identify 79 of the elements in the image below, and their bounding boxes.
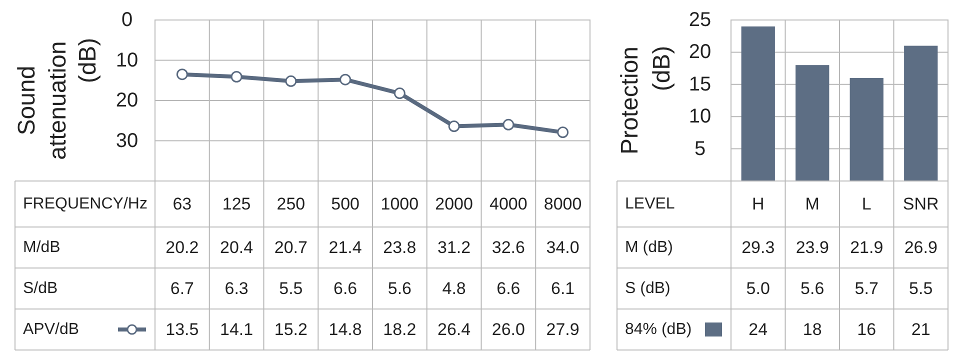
- y-axis-title: Protection (dB): [616, 46, 676, 155]
- text: 31.2: [438, 238, 471, 257]
- text: 6.1: [550, 279, 575, 298]
- text: S (dB): [625, 280, 670, 297]
- data-label: 13.5: [166, 320, 199, 339]
- y-axis-title: Sound attenuation (dB): [14, 38, 102, 160]
- data-label: 18.2: [383, 320, 416, 339]
- data-label: 26.4: [438, 320, 471, 339]
- data-label: 15.2: [274, 320, 308, 339]
- point: [502, 118, 514, 130]
- text: 5.6: [800, 279, 824, 298]
- point: [394, 88, 406, 100]
- x-tick-label: 8000: [544, 194, 582, 214]
- x-tick-label: 500: [331, 194, 360, 214]
- y-tick-label: 5: [694, 138, 706, 160]
- bar: [741, 26, 775, 181]
- text: 20.2: [166, 238, 199, 257]
- text: 6.6: [496, 279, 520, 298]
- text: M (dB): [625, 239, 673, 256]
- bar: [904, 46, 938, 181]
- data-label: 26.0: [492, 320, 525, 339]
- text: 6.6: [333, 279, 358, 298]
- text: 5.7: [854, 279, 878, 298]
- x-tick-label: 1000: [380, 194, 419, 214]
- x-tick-label: 125: [222, 194, 251, 214]
- x-tick-label: L: [862, 194, 872, 214]
- x-axis-title: FREQUENCY/Hz: [23, 196, 148, 212]
- y-tick-label: 20: [116, 90, 138, 112]
- x-tick-label: M: [805, 194, 820, 214]
- text: 4.8: [442, 279, 466, 298]
- y-tick-label: 30: [116, 130, 138, 152]
- data-label: 16: [857, 320, 876, 339]
- text: 32.6: [492, 238, 525, 257]
- x-tick-label: H: [752, 194, 764, 214]
- text: 5.5: [909, 279, 933, 298]
- text: 5.0: [746, 279, 770, 298]
- text: S/dB: [23, 280, 58, 297]
- y-tick-label: 10: [116, 49, 138, 72]
- x-tick-label: 2000: [435, 194, 473, 214]
- text: 6.3: [224, 279, 248, 298]
- x-tick-label: SNR: [902, 194, 939, 214]
- bar: [796, 65, 830, 181]
- text: 26.9: [904, 238, 938, 257]
- y-tick-label: 20: [688, 41, 712, 64]
- y-tick-label: 0: [121, 9, 133, 31]
- text: 20.7: [274, 238, 308, 257]
- point: [285, 75, 297, 87]
- x-tick-label: 250: [276, 194, 306, 214]
- text: 5.5: [279, 279, 303, 298]
- x-tick-label: 63: [172, 194, 192, 214]
- legend-label: 84% (dB): [625, 321, 692, 338]
- y-tick-label: 10: [688, 106, 712, 128]
- data-label: 18: [802, 320, 822, 339]
- text: M/dB: [23, 239, 60, 256]
- text: 5.6: [388, 279, 412, 298]
- text: 34.0: [546, 238, 580, 257]
- bar: [850, 78, 884, 181]
- x-axis-title: LEVEL: [625, 196, 675, 212]
- data-label: 24: [748, 320, 768, 339]
- data-label: 27.9: [546, 320, 580, 339]
- point: [230, 71, 242, 83]
- point: [340, 74, 352, 86]
- y-tick-label: 15: [688, 73, 712, 96]
- text: 21.4: [328, 238, 362, 257]
- text: 21.9: [850, 238, 884, 257]
- text: 23.8: [383, 238, 416, 257]
- point: [176, 68, 188, 80]
- y-tick-label: 25: [688, 9, 712, 31]
- point: [557, 126, 569, 138]
- text: APV/dB: [23, 321, 80, 338]
- data-label: 14.8: [328, 320, 362, 339]
- data-label: 14.1: [220, 320, 254, 339]
- text: 29.3: [742, 238, 775, 257]
- text: 23.9: [796, 238, 829, 257]
- x-tick-label: 4000: [490, 194, 528, 214]
- data-label: 21: [911, 320, 930, 339]
- text: 20.4: [220, 238, 254, 257]
- text: 6.7: [170, 279, 194, 298]
- point: [448, 120, 460, 132]
